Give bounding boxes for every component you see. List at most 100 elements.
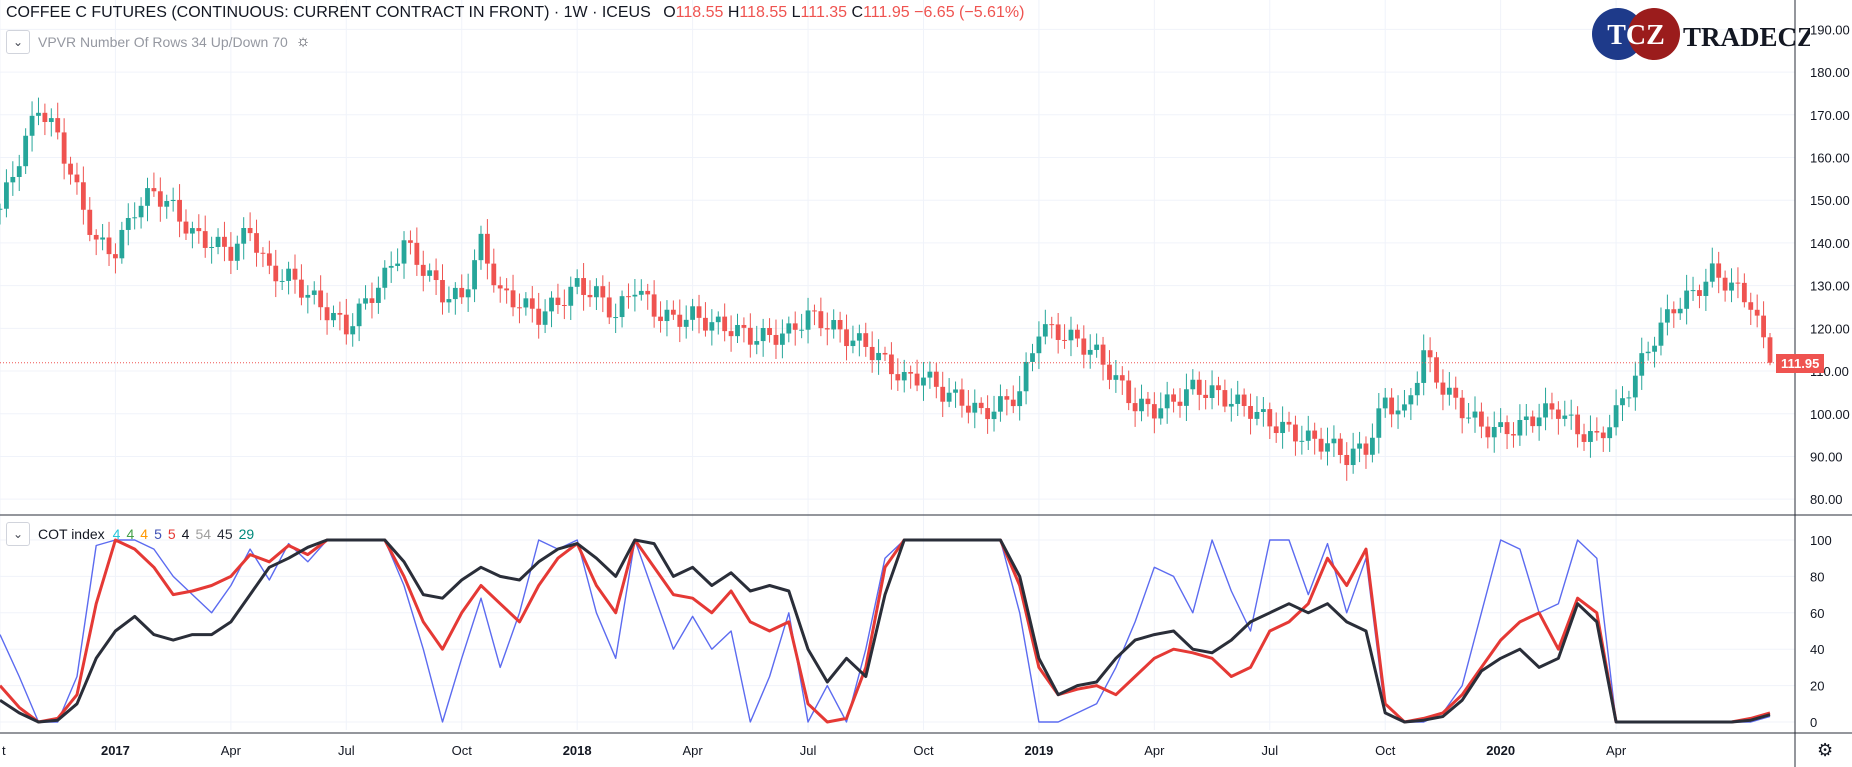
gear-icon[interactable]: ⚙ [1817,740,1834,760]
candle-body [587,294,593,298]
candle-body [1697,290,1702,296]
candle-body [1709,263,1715,282]
candle-body [1523,416,1529,420]
vpvr-label: VPVR Number Of Rows 34 Up/Down 70 [38,34,288,50]
candle-body [1671,309,1677,314]
close-value: 111.95 [863,4,910,21]
candle-body [202,231,208,248]
candle-body [209,246,215,248]
price-tick-label-5: 130.00 [1810,279,1850,294]
candle-body [632,294,638,297]
time-tick-label-10: Apr [1144,743,1165,758]
candle-body [824,328,830,330]
candle-body [1690,290,1696,292]
candle-body [812,310,817,312]
candle-body [1530,416,1536,427]
chevron-down-icon[interactable]: ⌄ [6,522,30,546]
candle-body [16,166,22,177]
candle-body [696,306,702,318]
candle-body [196,228,202,232]
candle-body [1299,440,1305,442]
candle-body [959,389,965,406]
cot-value-2: 4 [140,526,149,542]
cot-value-1: 4 [126,526,135,542]
price-tick-label-0: 80.00 [1810,492,1843,507]
candle-body [266,253,272,266]
candle-body [222,236,227,247]
candle-body [965,405,971,413]
candle-body [311,290,317,295]
candle-body [1761,315,1766,338]
ohlc-readout: O118.55 H118.55 L111.35 C111.95 −6.65 (−… [663,4,1025,21]
candle-body [331,312,336,321]
cot-value-6: 54 [195,526,212,542]
cot-tick-label-5: 100 [1810,533,1832,548]
candle-body [119,229,125,259]
cot-value-7: 45 [217,526,233,542]
candle-body [555,297,561,305]
candle-body [1735,282,1741,284]
time-tick-label-14: Apr [1606,743,1627,758]
candle-body [1748,302,1754,310]
candle-body [446,299,452,303]
candle-body [10,176,16,183]
candle-body [998,396,1003,412]
candle-body [1722,277,1728,291]
candle-body [1376,408,1382,438]
candle-body [465,289,471,298]
candle-body [1588,431,1593,442]
candle-body [1600,432,1606,439]
candle-body [1555,409,1561,419]
candle-body [1139,398,1144,412]
candle-body [1248,406,1253,419]
candle-body [42,112,48,123]
candle-body [940,386,946,402]
candle-body [1440,382,1446,395]
candle-body [1004,396,1010,400]
candle-body [337,312,343,315]
candle-body [23,135,29,167]
candle-body [1613,405,1619,428]
candle-body [1491,427,1497,438]
candle-body [1485,426,1491,438]
candle-body [523,298,529,308]
candle-body [350,326,356,335]
candle-body [882,352,888,355]
candle-body [594,286,599,298]
candle-body [1062,339,1067,341]
chevron-down-icon[interactable]: ⌄ [6,30,30,54]
candle-body [1472,411,1478,418]
candle-body [1158,408,1164,419]
price-tick-label-8: 160.00 [1810,150,1850,165]
cot-tick-label-1: 20 [1810,679,1824,694]
candle-body [164,201,170,207]
candle-body [1459,397,1465,419]
candle-body [1626,397,1632,399]
candle-body [401,240,407,264]
price-tick-label-11: 190.00 [1810,22,1850,37]
cot-value-8: 29 [238,526,255,542]
candle-body [273,265,279,282]
candle-body [844,329,849,347]
candle-body [247,228,253,234]
candle-body [1536,417,1542,427]
cot-series-line-1 [0,538,1771,724]
candle-body [189,228,195,234]
candle-body [1222,390,1228,407]
open-value: 118.55 [675,4,724,21]
candle-body [260,252,266,254]
candle-body [1280,421,1286,434]
eye-hidden-icon[interactable]: ☼ [295,33,311,50]
candle-body [100,237,106,240]
candle-body [157,191,163,207]
candle-body [517,307,522,309]
candle-body [953,389,958,393]
candle-body [1209,385,1215,398]
candle-body [1273,426,1279,434]
candle-body [1658,322,1664,346]
candle-body [1517,419,1523,436]
candle-body [279,280,285,282]
candle-body [61,132,67,164]
candle-body [638,290,644,295]
